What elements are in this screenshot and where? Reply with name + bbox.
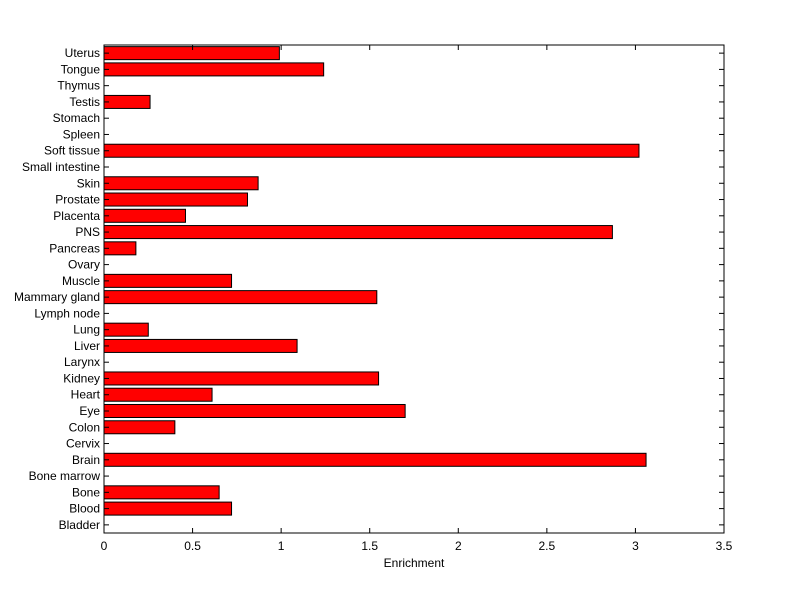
x-tick-label: 0 bbox=[101, 539, 108, 553]
y-tick-label: Small intestine bbox=[22, 160, 100, 174]
y-tick-label: Stomach bbox=[53, 111, 100, 125]
y-tick-label: PNS bbox=[75, 225, 100, 239]
bar-eye bbox=[103, 403, 406, 419]
bar-liver bbox=[103, 338, 298, 353]
y-tick-label: Pancreas bbox=[49, 241, 100, 255]
y-tick-label: Larynx bbox=[64, 355, 100, 369]
y-tick-label: Ovary bbox=[68, 258, 100, 272]
bar-uterus bbox=[103, 46, 280, 61]
y-tick-label: Skin bbox=[77, 176, 100, 190]
y-tick-label: Bone marrow bbox=[29, 469, 101, 483]
bar-placenta bbox=[103, 208, 186, 223]
bar-bone bbox=[103, 485, 220, 500]
bar-skin bbox=[103, 176, 259, 191]
y-tick-label: Uterus bbox=[65, 46, 100, 60]
bar-mammary-gland bbox=[103, 290, 378, 305]
y-tick-label: Liver bbox=[74, 339, 100, 353]
x-tick-label: 1.5 bbox=[361, 539, 378, 553]
y-tick-labels: Bladder Blood Bone Bone marrow Brain Cervix Co… bbox=[14, 46, 101, 532]
y-tick-label: Mammary gland bbox=[14, 290, 100, 304]
y-tick-label: Colon bbox=[69, 420, 100, 434]
y-tick-label: Lung bbox=[73, 323, 100, 337]
bar-brain bbox=[103, 452, 647, 467]
bar-muscle bbox=[103, 273, 233, 288]
y-tick-label: Bone bbox=[72, 485, 100, 499]
bar-blood bbox=[103, 501, 233, 516]
bars-group bbox=[103, 46, 647, 516]
x-tick-label: 2 bbox=[455, 539, 462, 553]
y-tick-label: Soft tissue bbox=[44, 144, 100, 158]
y-tick-label: Lymph node bbox=[34, 306, 100, 320]
bar-lung bbox=[103, 322, 149, 337]
x-axis-label: Enrichment bbox=[384, 556, 445, 570]
y-tick-label: Muscle bbox=[62, 274, 100, 288]
bar-testis bbox=[103, 94, 151, 109]
x-tick-label: 0.5 bbox=[184, 539, 201, 553]
y-tick-label: Eye bbox=[79, 404, 100, 418]
y-tick-label: Brain bbox=[72, 453, 100, 467]
ticks-group bbox=[103, 45, 725, 533]
x-tick-labels: 0 0.5 1 1.5 2 2.5 3 3.5 bbox=[101, 539, 733, 553]
bar-tongue bbox=[103, 62, 325, 77]
y-tick-label: Kidney bbox=[63, 371, 100, 385]
y-tick-label: Heart bbox=[71, 388, 101, 402]
bar-colon bbox=[103, 420, 176, 435]
y-tick-label: Tongue bbox=[61, 62, 101, 76]
y-tick-label: Spleen bbox=[63, 127, 100, 141]
bar-soft-tissue bbox=[103, 143, 640, 158]
y-tick-label: Testis bbox=[69, 95, 100, 109]
y-tick-label: Prostate bbox=[55, 193, 100, 207]
bar-heart bbox=[103, 387, 213, 402]
y-tick-label: Cervix bbox=[66, 437, 100, 451]
bar-pns bbox=[103, 225, 613, 240]
y-tick-label: Thymus bbox=[57, 79, 100, 93]
x-tick-label: 1 bbox=[278, 539, 285, 553]
x-tick-label: 2.5 bbox=[539, 539, 556, 553]
y-tick-label: Bladder bbox=[59, 518, 100, 532]
y-tick-label: Blood bbox=[69, 502, 100, 516]
axes-frame bbox=[103, 44, 725, 534]
bar-kidney bbox=[103, 371, 380, 386]
bar-prostate bbox=[103, 192, 248, 207]
x-tick-label: 3 bbox=[632, 539, 639, 553]
y-tick-label: Placenta bbox=[53, 209, 100, 223]
x-tick-label: 3.5 bbox=[716, 539, 733, 553]
